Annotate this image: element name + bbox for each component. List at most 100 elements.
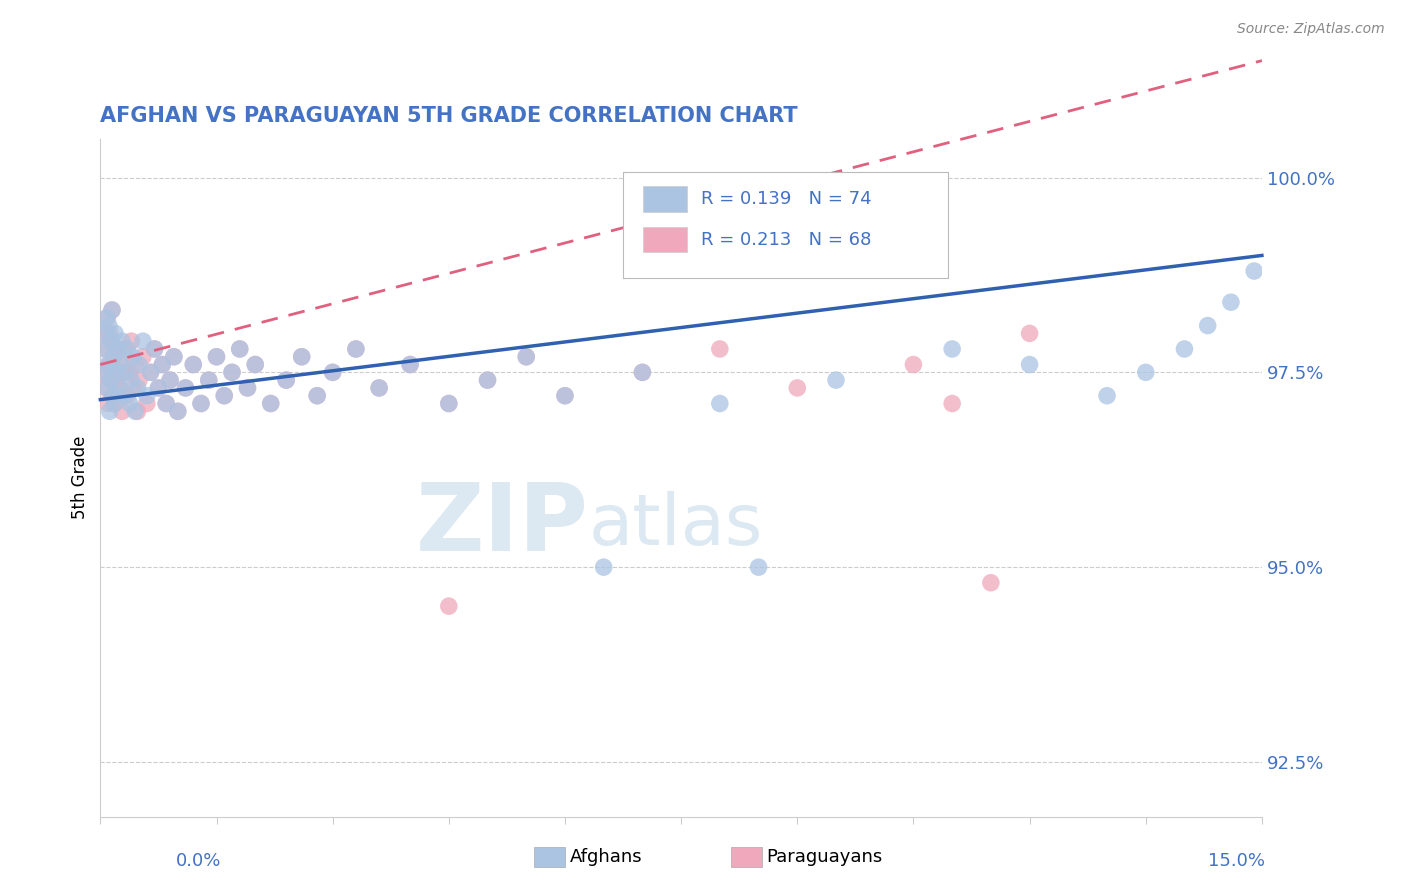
Point (101, 303, 124, 318)
Text: AFGHAN VS PARAGUAYAN 5TH GRADE CORRELATION CHART: AFGHAN VS PARAGUAYAN 5TH GRADE CORRELATI… (100, 106, 799, 126)
Point (98, 326, 121, 341)
Point (245, 358, 267, 372)
Point (101, 389, 124, 403)
Point (97, 358, 120, 372)
Point (105, 342, 128, 356)
Point (592, 560, 614, 574)
Point (96, 381, 118, 395)
Point (110, 358, 132, 372)
Point (120, 334, 142, 348)
Point (399, 358, 422, 372)
Point (111, 334, 134, 348)
Point (174, 381, 197, 395)
Point (155, 396, 177, 410)
Point (114, 365, 136, 379)
Point (100, 373, 122, 387)
Point (101, 303, 124, 318)
Bar (643, 186, 688, 211)
Point (1018, 326, 1040, 341)
Point (127, 381, 149, 395)
Text: ZIP: ZIP (415, 479, 588, 571)
Point (368, 381, 391, 395)
Point (477, 373, 499, 387)
Point (159, 373, 181, 387)
Point (159, 373, 181, 387)
Point (709, 342, 731, 356)
Point (103, 350, 125, 364)
Point (97, 396, 120, 410)
Point (1095, 389, 1118, 403)
Point (124, 404, 146, 418)
Text: Paraguayans: Paraguayans (766, 848, 883, 866)
Point (104, 326, 127, 341)
Point (437, 396, 460, 410)
Point (276, 373, 298, 387)
Point (631, 365, 654, 379)
Point (229, 342, 252, 356)
Point (437, 396, 460, 410)
Point (260, 396, 283, 410)
Point (291, 350, 314, 364)
Point (291, 350, 314, 364)
Point (143, 342, 166, 356)
FancyBboxPatch shape (623, 172, 948, 277)
Point (97, 318, 120, 333)
Point (117, 342, 139, 356)
Point (236, 381, 259, 395)
Point (190, 396, 212, 410)
Point (260, 396, 283, 410)
Point (515, 350, 537, 364)
Point (104, 373, 127, 387)
Point (236, 381, 259, 395)
Point (197, 373, 219, 387)
Point (132, 334, 155, 348)
Point (197, 373, 219, 387)
Point (94, 326, 117, 341)
Bar (643, 227, 688, 252)
Point (150, 358, 173, 372)
Point (980, 575, 1002, 590)
Point (322, 365, 344, 379)
Point (825, 373, 848, 387)
Point (148, 381, 170, 395)
Point (148, 381, 170, 395)
Point (245, 358, 267, 372)
Point (93, 342, 115, 356)
Point (554, 389, 576, 403)
Point (108, 381, 131, 395)
Point (143, 342, 166, 356)
Point (307, 389, 329, 403)
Point (748, 560, 770, 574)
Point (103, 396, 125, 410)
Point (111, 404, 134, 418)
Point (100, 334, 122, 348)
Point (368, 381, 391, 395)
Point (94, 381, 117, 395)
Point (205, 350, 228, 364)
Point (150, 358, 173, 372)
Point (94, 365, 117, 379)
Point (786, 381, 808, 395)
Point (1243, 264, 1265, 278)
Y-axis label: 5th Grade: 5th Grade (72, 436, 89, 519)
Point (100, 373, 122, 387)
Point (132, 350, 155, 364)
Point (221, 365, 243, 379)
Text: 0.0%: 0.0% (176, 852, 221, 870)
Point (117, 389, 139, 403)
Point (212, 389, 235, 403)
Point (96, 342, 118, 356)
Point (399, 358, 422, 372)
Point (128, 358, 150, 372)
Point (139, 365, 162, 379)
Point (128, 373, 150, 387)
Point (105, 342, 128, 356)
Point (163, 350, 186, 364)
Point (437, 599, 460, 614)
Point (135, 389, 157, 403)
Point (114, 342, 136, 356)
Text: R = 0.213   N = 68: R = 0.213 N = 68 (700, 230, 872, 249)
Point (122, 381, 145, 395)
Point (941, 396, 963, 410)
Point (98, 404, 121, 418)
